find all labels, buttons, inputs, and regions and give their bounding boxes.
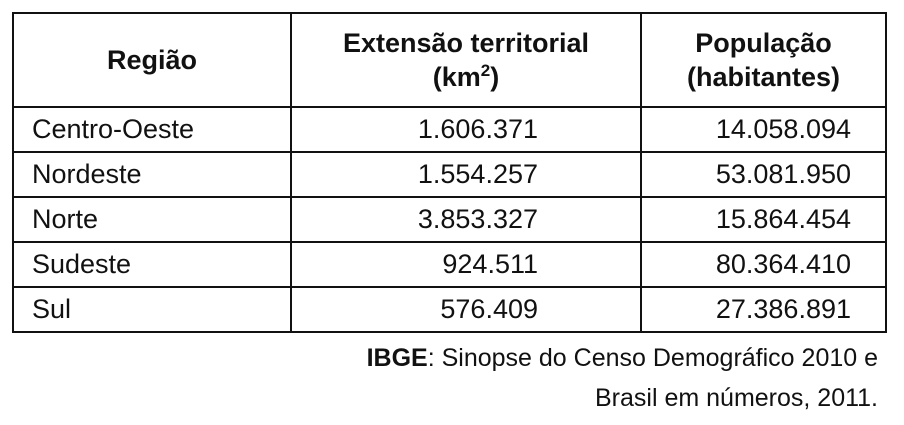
table-row: Norte 3.853.327 15.864.454 bbox=[12, 196, 887, 243]
table-row: Sudeste 924.511 80.364.410 bbox=[12, 241, 887, 288]
table-body: Centro-Oeste 1.606.371 14.058.094 Nordeste 1… bbox=[12, 106, 887, 333]
number-cell: 576.409 bbox=[290, 286, 642, 333]
header-cell: População (habitantes) bbox=[640, 12, 887, 108]
number-cell: 80.364.410 bbox=[640, 241, 887, 288]
superscript: 2 bbox=[480, 61, 491, 80]
number-cell: 15.864.454 bbox=[640, 196, 887, 243]
table-row: Nordeste 1.554.257 53.081.950 bbox=[12, 151, 887, 198]
source-text: Brasil em números, 2011. bbox=[595, 384, 878, 412]
header-text: Extensão territorial bbox=[342, 28, 590, 58]
source-bold: IBGE bbox=[366, 344, 428, 372]
region-cell: Sudeste bbox=[12, 241, 292, 288]
number-cell: 924.511 bbox=[290, 241, 642, 288]
number-cell: 53.081.950 bbox=[640, 151, 887, 198]
data-table: Região Extensão territorial (km2) Populaç… bbox=[12, 12, 887, 333]
header-cell: Extensão territorial (km2) bbox=[290, 12, 642, 108]
number-cell: 14.058.094 bbox=[640, 106, 887, 153]
number-cell: 1.606.371 bbox=[290, 106, 642, 153]
header-cell: Região bbox=[12, 12, 292, 108]
table-row: Sul 576.409 27.386.891 bbox=[12, 286, 887, 333]
number-cell: 1.554.257 bbox=[290, 151, 642, 198]
region-cell: Sul bbox=[12, 286, 292, 333]
source-note: IBGE: Sinopse do Censo Demográfico 2010 … bbox=[367, 338, 878, 418]
header-text: População bbox=[695, 28, 832, 58]
number-cell: 27.386.891 bbox=[640, 286, 887, 333]
header-text: (habitantes) bbox=[686, 62, 840, 92]
region-cell: Norte bbox=[12, 196, 292, 243]
region-cell: Centro-Oeste bbox=[12, 106, 292, 153]
number-cell: 3.853.327 bbox=[290, 196, 642, 243]
header-text: Região bbox=[106, 45, 198, 75]
source-text: : Sinopse do Censo Demográfico 2010 e bbox=[427, 344, 878, 372]
header-text: ) bbox=[490, 62, 500, 92]
region-cell: Nordeste bbox=[12, 151, 292, 198]
table-row: Centro-Oeste 1.606.371 14.058.094 bbox=[12, 106, 887, 153]
header-row: Região Extensão territorial (km2) Populaç… bbox=[12, 12, 887, 108]
header-text: (km bbox=[432, 62, 481, 92]
